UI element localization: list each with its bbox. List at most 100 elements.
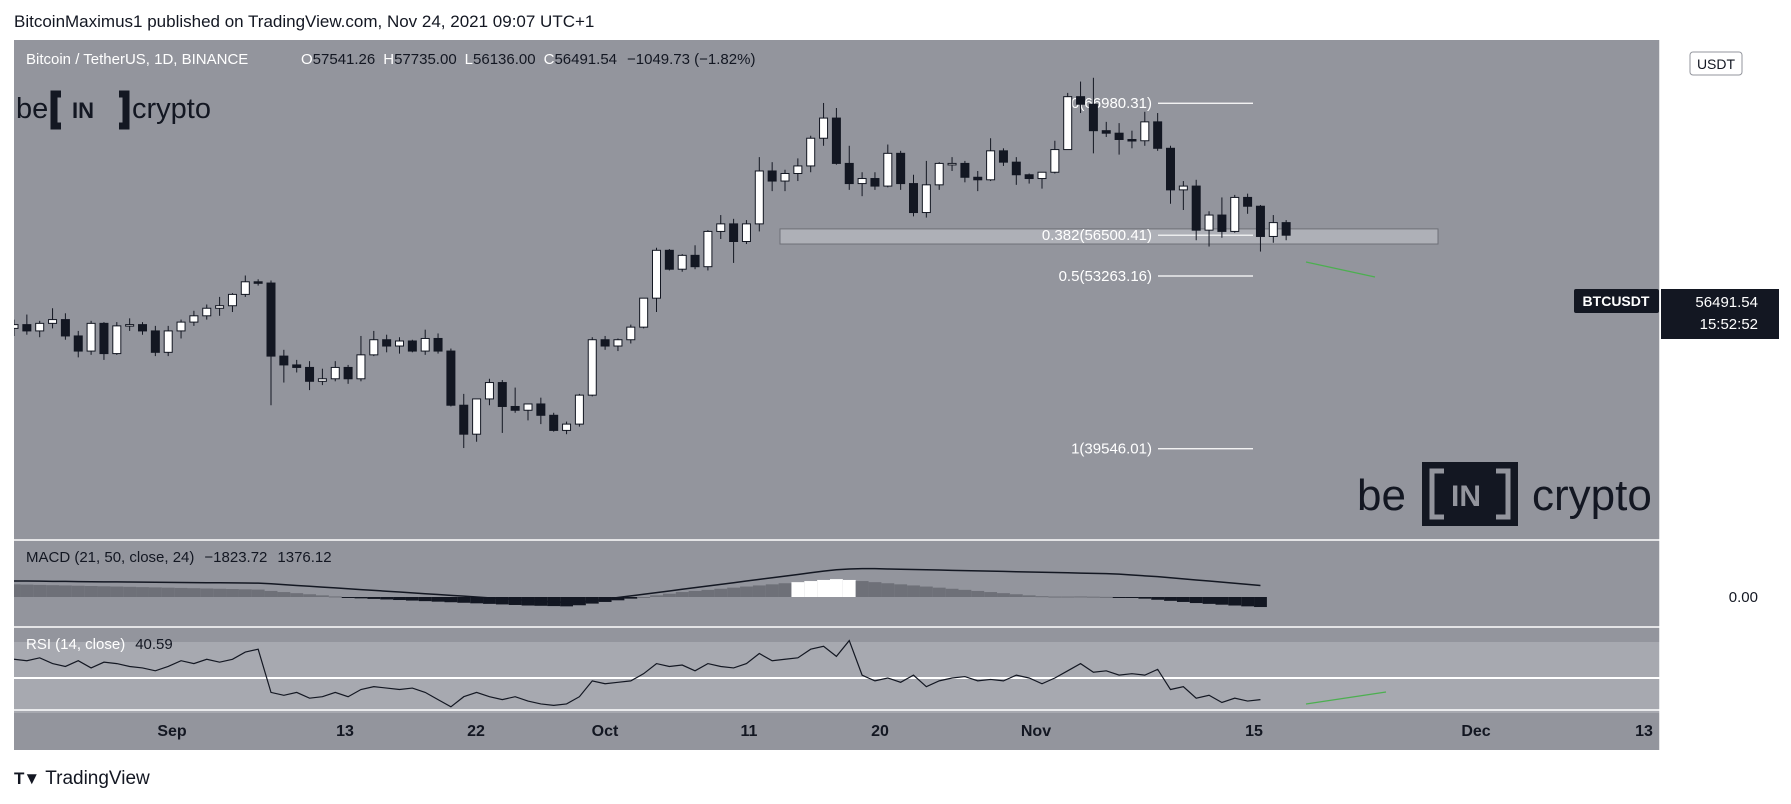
candle-body: [947, 162, 957, 166]
price-axis[interactable]: 72000.0068000.0064000.0060000.0052000.00…: [1695, 40, 1758, 452]
close-label: C: [544, 51, 555, 68]
candle-body: [1243, 196, 1253, 207]
macd-hist-bar: [59, 585, 72, 597]
low-label: L: [465, 51, 473, 68]
fib-retracement[interactable]: 0(66980.31)0.382(56500.41)0.5(53263.16)1…: [1042, 95, 1253, 458]
open-value: 57541.26: [313, 51, 376, 68]
candle-body: [1076, 96, 1086, 105]
macd-legend: MACD (21, 50, close, 24): [26, 549, 194, 566]
candle-body: [703, 230, 713, 268]
macd-hist-bar: [1202, 597, 1216, 604]
candle-body: [189, 315, 199, 323]
candle-body: [587, 339, 597, 396]
candle-body: [1011, 161, 1021, 176]
candle-body: [356, 354, 366, 380]
macd-hist-bar: [1125, 597, 1139, 598]
candle-body: [677, 254, 687, 270]
candle-body: [1140, 121, 1150, 142]
time-tick-label: 13: [1635, 723, 1653, 740]
price-tick-label: 60000.00: [1695, 183, 1758, 200]
price-tick-label: 72000.00: [1695, 40, 1758, 48]
tradingview-logo-icon: T▼: [14, 769, 40, 788]
macd-hist-bar: [46, 585, 59, 597]
candle-body: [1217, 214, 1227, 232]
macd-histogram: [14, 579, 1267, 608]
macd-hist-bar: [483, 597, 496, 604]
macd-hist-bar: [1048, 596, 1062, 598]
macd-hist-bar: [418, 597, 432, 602]
macd-hist-bar: [932, 587, 946, 597]
symbol-name: Bitcoin / TetherUS, 1D, BINANCE: [26, 51, 248, 68]
candle-body: [883, 152, 893, 187]
macd-hist-bar: [1112, 597, 1126, 598]
svg-text:RSI (14, close)40.59: RSI (14, close) 40.59: [26, 636, 173, 653]
macd-hist-bar: [393, 597, 406, 601]
macd-hist-bar: [33, 584, 47, 597]
macd-hist-bar: [110, 586, 124, 597]
macd-hist-bar: [303, 594, 316, 597]
candlestick-chart[interactable]: 0(66980.31)0.382(56500.41)0.5(53263.16)1…: [14, 40, 1779, 750]
candle-body: [35, 322, 45, 332]
macd-hist-bar: [97, 586, 111, 597]
candle-body: [1088, 103, 1098, 132]
symbol-tag: [1574, 289, 1659, 313]
macd-hist-bar: [971, 590, 985, 597]
macd-hist-bar: [637, 597, 651, 598]
candle-body: [780, 172, 790, 182]
macd-hist-bar: [1099, 596, 1113, 598]
candle-body: [613, 339, 623, 347]
candle-body: [279, 355, 289, 366]
candle-body: [215, 305, 225, 309]
candle-body: [420, 337, 430, 352]
footer-brand[interactable]: TradingView: [45, 768, 150, 789]
macd-hist-bar: [148, 587, 162, 597]
macd-hist-bar: [1228, 597, 1242, 606]
candle-body: [1063, 96, 1073, 151]
rsi-axis-tick-50: 50.00: [1720, 670, 1758, 687]
last-price-value: 56491.54: [1695, 294, 1758, 311]
macd-hist-bar: [675, 592, 689, 597]
macd-hist-bar: [1189, 597, 1203, 604]
candle-body: [793, 165, 803, 174]
price-divergence-line: [1305, 261, 1376, 278]
candle-body: [227, 293, 237, 307]
candle-body: [202, 307, 212, 317]
macd-hist-bar: [804, 581, 818, 597]
high-label: H: [383, 51, 394, 68]
time-axis[interactable]: Sep 13 22 Oct 11 20 Nov 15 Dec 13: [157, 723, 1653, 740]
macd-axis-tick: 0.00: [1729, 589, 1758, 606]
candle-body: [729, 223, 739, 242]
macd-hist-bar: [444, 597, 458, 603]
candle-body: [1024, 174, 1034, 180]
candle-body: [831, 117, 841, 164]
high-value: 57735.00: [394, 51, 457, 68]
macd-hist-bar: [560, 597, 573, 607]
candle-body: [909, 183, 918, 214]
candle-body: [176, 321, 186, 332]
candle-body: [497, 382, 507, 407]
macd-hist-bar: [367, 597, 381, 599]
time-tick-label: Dec: [1461, 723, 1490, 740]
macd-hist-bar: [842, 579, 856, 597]
macd-hist-bar: [1151, 597, 1165, 600]
candle-body: [266, 282, 276, 357]
currency-box: [1689, 51, 1743, 76]
macd-hist-bar: [316, 595, 329, 597]
candle-body: [844, 162, 854, 185]
countdown-value: 15:52:52: [1700, 316, 1758, 333]
candle-body: [1281, 222, 1291, 236]
time-tick-label: 20: [871, 723, 889, 740]
macd-hist-bar: [495, 597, 509, 605]
candle-body: [14, 324, 19, 329]
svg-text:IN: IN: [72, 98, 94, 123]
candle-body: [806, 137, 816, 167]
time-tick-label: Nov: [1021, 723, 1051, 740]
macd-value-2: 1376.12: [277, 549, 331, 566]
macd-hist-bar: [778, 583, 792, 597]
macd-hist-bar: [958, 589, 972, 597]
candle-body: [1114, 132, 1124, 140]
fib-level-label: 0.5(53263.16): [1059, 268, 1152, 285]
macd-hist-bar: [1061, 596, 1075, 598]
macd-hist-bar: [573, 597, 586, 606]
macd-hist-bar: [470, 597, 484, 604]
